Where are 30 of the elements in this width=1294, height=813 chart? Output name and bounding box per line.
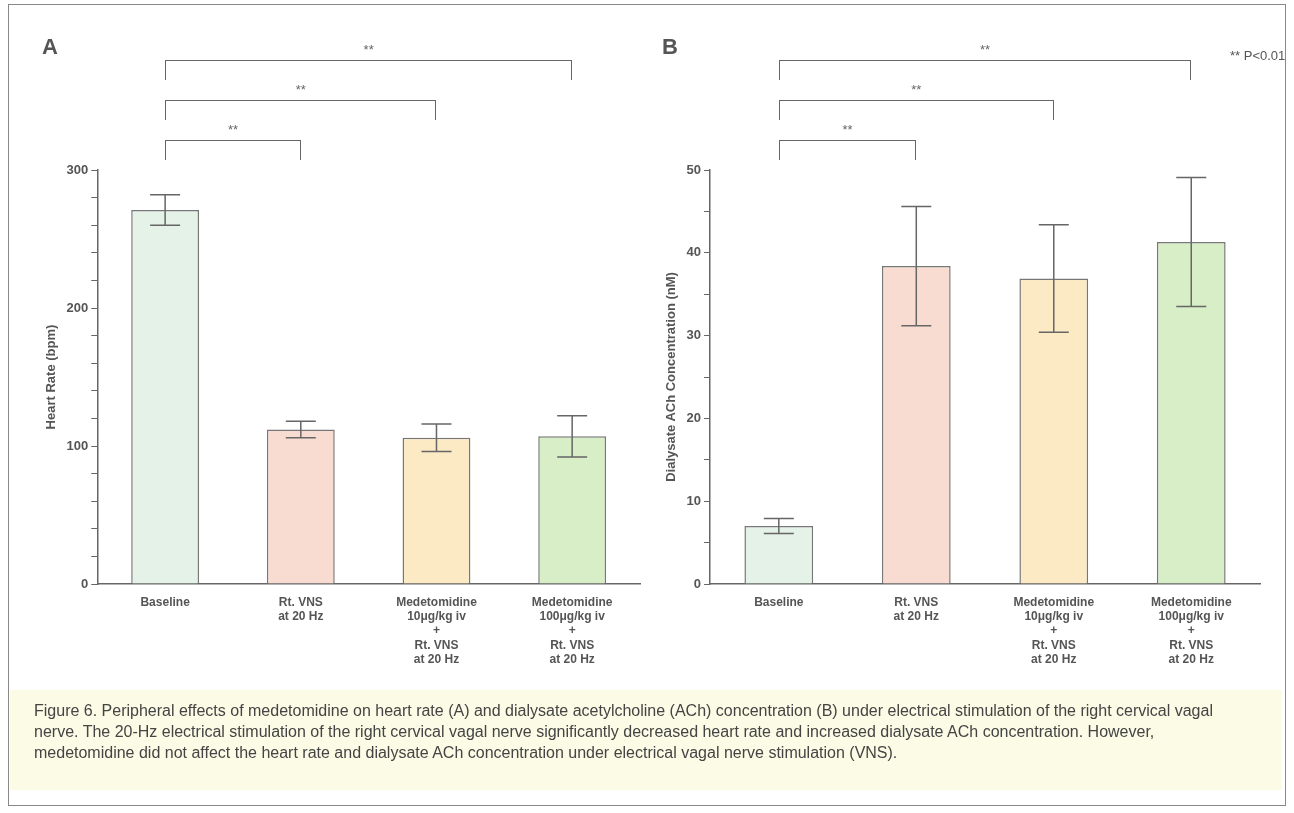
x-tick-label: Medetomidine 100μg/kg iv + Rt. VNS at 20 Hz [1150,594,1232,667]
chart-title: A [42,34,58,60]
x-tick-label: Medetomidine 10μg/kg iv + Rt. VNS at 20 Hz [1013,594,1095,667]
text: ** [842,122,853,137]
x-tick-label: Baseline [140,594,191,609]
y-tick-label: 100 [66,437,89,453]
y-tick-label: 200 [66,299,89,315]
text: ** [979,42,991,57]
x-tick-label: Medetomidine 100μg/kg iv + Rt. VNS at 20 Hz [531,594,613,667]
y-tick-label: 0 [693,575,702,591]
y-tick-label: 50 [686,161,702,177]
text: ** P<0.01 [1230,48,1286,63]
y-tick-label: 40 [686,244,702,260]
caption: Figure 6. Peripheral effects of medetomidine on heart rate (A) and dialysate acetylcholine (ACh) concentration (B) under electrical stimulation of the right cervical vagal nerve. The 20-Hz electrical stimulation of the right cervical vagal nerve significantly decreased heart rate and increased dialysate ACh concentration. However, medetomidine did not affect the heart rate and dialysate ACh concentration under electrical vagal nerve stimulation (VNS). [34,701,1214,763]
text: ** [227,122,239,137]
y-axis-title: Heart Rate (bpm) [43,324,59,430]
y-axis-title: Dialysate ACh Concentration (nM) [663,272,679,482]
y-tick-label: 10 [686,492,702,508]
x-tick-label: Rt. VNS at 20 Hz [278,594,324,623]
x-tick-label: Medetomidine 10μg/kg iv + Rt. VNS at 20 Hz [396,594,478,667]
text: ** [911,82,922,97]
x-tick-label: Baseline [754,594,804,609]
y-tick-label: 30 [686,327,702,343]
chart-title: B [662,34,678,60]
y-tick-label: 0 [81,575,89,591]
y-tick-label: 20 [686,409,702,425]
text: ** [363,42,374,57]
x-tick-label: Rt. VNS at 20 Hz [893,594,939,623]
text: ** [295,82,306,97]
y-tick-label: 300 [66,161,89,177]
